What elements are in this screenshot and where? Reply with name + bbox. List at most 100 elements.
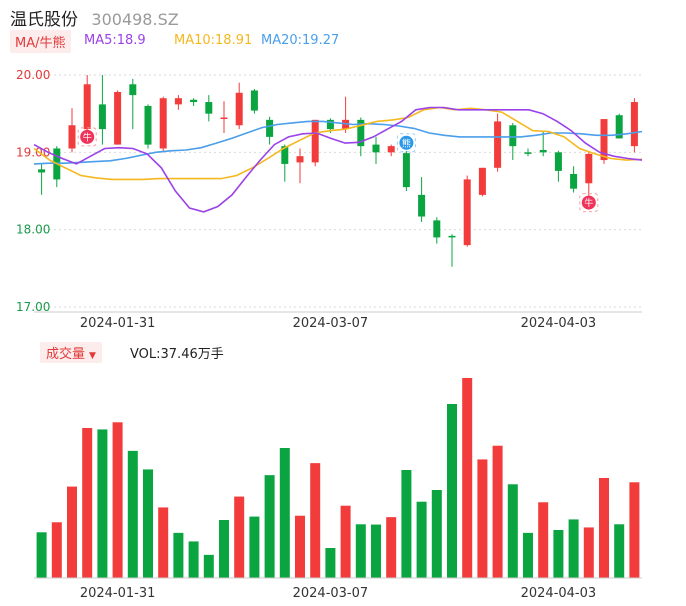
volume-indicator-label: 成交量	[46, 347, 86, 362]
stock-name: 温氏股份	[10, 10, 78, 30]
candle-body	[570, 173, 578, 189]
volume-bar	[310, 463, 321, 578]
candle-body	[68, 125, 76, 149]
marker-frame	[579, 193, 599, 213]
candle-body	[615, 115, 623, 139]
candle	[144, 104, 152, 149]
volume-bar	[492, 445, 503, 578]
volume-value: VOL:37.46万手	[130, 347, 224, 362]
candle	[524, 148, 532, 157]
candle	[478, 167, 486, 197]
volume-indicator-selector[interactable]: 成交量 ▼	[40, 342, 102, 363]
ma5-line	[33, 106, 643, 213]
candle-body	[433, 220, 441, 238]
candle-body	[174, 98, 182, 105]
bull-marker: 牛	[77, 127, 97, 147]
ma10-line	[33, 106, 643, 181]
candle	[509, 122, 517, 161]
volume-bar	[188, 541, 199, 578]
candle	[205, 95, 213, 122]
candle-body	[478, 167, 486, 195]
candle-body	[129, 84, 137, 96]
candle-body	[266, 119, 274, 137]
volume-bar	[219, 520, 229, 578]
candle	[235, 82, 243, 130]
volume-bar	[295, 515, 305, 578]
volume-bar	[67, 486, 77, 578]
volume-bar	[112, 422, 123, 578]
candle	[372, 136, 380, 164]
marker-label: 牛	[584, 197, 593, 209]
ma5-label: MA5:18.9	[84, 33, 146, 48]
candle-body	[524, 152, 532, 154]
candle	[220, 101, 228, 133]
candle	[463, 175, 471, 247]
candle-body	[190, 99, 198, 103]
volume-bar	[462, 378, 473, 578]
volume-bar	[386, 517, 397, 578]
marker-frame	[77, 127, 97, 147]
candle	[296, 148, 304, 184]
candle-body	[554, 152, 562, 171]
volume-bar	[355, 524, 366, 578]
candle-body	[372, 144, 380, 153]
volume-bar	[279, 448, 290, 578]
candle	[630, 98, 638, 153]
stock-title: 温氏股份 300498.SZ	[10, 5, 179, 30]
candle	[402, 150, 410, 191]
volume-bar	[568, 519, 579, 578]
candle	[570, 166, 578, 193]
candle-body	[585, 153, 593, 184]
candle-body	[539, 150, 547, 153]
candle-body	[357, 119, 365, 147]
ma-indicator-selector[interactable]: MA/牛熊	[10, 30, 71, 53]
volume-bar	[82, 428, 93, 578]
candle-body	[296, 156, 304, 163]
volume-bar	[416, 501, 427, 578]
candle	[53, 146, 61, 188]
volume-bar	[599, 478, 609, 578]
volume-bar	[447, 404, 457, 578]
x-tick-label: 2024-03-07	[293, 316, 369, 331]
volume-bar	[614, 524, 625, 578]
candle	[129, 78, 137, 130]
candle-body	[326, 119, 334, 130]
candle	[554, 150, 562, 182]
candle-body	[311, 119, 319, 163]
bear-marker: 熊	[396, 133, 416, 153]
volume-x-tick-label: 2024-03-07	[293, 586, 369, 601]
volume-x-tick-label: 2024-01-31	[80, 586, 156, 601]
x-tick-label: 2024-04-03	[521, 316, 597, 331]
volume-bar	[371, 524, 381, 578]
candle	[174, 95, 182, 110]
candle	[38, 163, 46, 195]
y-tick-label: 18.00	[16, 223, 50, 237]
candle-body	[387, 146, 395, 153]
volume-bar	[538, 502, 549, 578]
volume-bar	[583, 527, 594, 578]
volume-bar	[325, 548, 336, 578]
candle-body	[83, 84, 91, 130]
candle-body	[144, 105, 152, 145]
candle	[311, 119, 319, 167]
marker-dot	[399, 135, 414, 150]
stock-code: 300498.SZ	[91, 10, 179, 29]
volume-bar	[143, 469, 153, 578]
volume-bar	[203, 554, 214, 578]
candle	[448, 234, 456, 267]
marker-frame	[396, 133, 416, 153]
marker-label: 熊	[402, 137, 411, 149]
candle-body	[448, 235, 456, 238]
bull-marker: 牛	[579, 193, 599, 213]
candle-body	[114, 92, 122, 145]
candle	[281, 144, 289, 182]
caret-down-icon: ▼	[89, 351, 96, 361]
candle-body	[159, 98, 167, 149]
volume-bar	[553, 530, 564, 578]
y-tick-label: 20.00	[16, 68, 50, 82]
candle-body	[463, 179, 471, 246]
x-tick-label: 2024-01-31	[80, 316, 156, 331]
candle-body	[418, 194, 426, 217]
volume-bar	[158, 507, 169, 578]
